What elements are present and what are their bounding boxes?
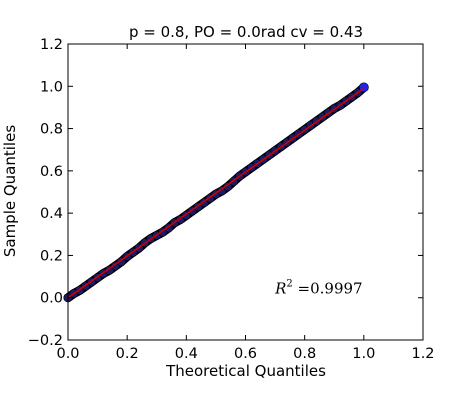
- y-tick-label: 0.0: [40, 291, 63, 307]
- r-symbol: R: [274, 279, 286, 297]
- chart-title: p = 0.8, PO = 0.0rad cv = 0.43: [129, 23, 363, 41]
- x-tick-label: 0.6: [234, 346, 257, 362]
- x-tick-label: 0.4: [175, 346, 198, 362]
- plot-area: [63, 82, 369, 303]
- y-tick-label: 1.2: [40, 37, 63, 53]
- y-tick-label: 0.2: [40, 248, 63, 264]
- x-tick-label: 1.2: [411, 346, 434, 362]
- fit-line: [67, 87, 365, 299]
- y-tick-label: 1.0: [40, 79, 63, 95]
- r-squared-value: =0.9997: [293, 279, 363, 297]
- y-axis-label: Sample Quantiles: [1, 125, 19, 257]
- axis-ticks: 0.0 0.2 0.4 0.6 0.8 1.0 1.2−0.20.00.20.40.60.8…: [28, 37, 435, 362]
- y-tick-label: 0.8: [40, 122, 63, 138]
- x-tick-label: 1.0: [352, 346, 375, 362]
- r-squared-annotation: R2 =0.9997: [274, 278, 363, 297]
- x-tick-label: 0.2: [116, 346, 139, 362]
- x-tick-label: 0.0: [56, 346, 79, 362]
- y-tick-label: 0.4: [40, 206, 63, 222]
- plot-frame: [67, 43, 424, 341]
- r-superscript: 2: [286, 278, 292, 289]
- x-tick-label: 0.8: [293, 346, 316, 362]
- y-tick-label: −0.2: [28, 333, 63, 349]
- y-tick-label: 0.6: [40, 164, 63, 180]
- x-axis-label: Theoretical Quantiles: [165, 362, 326, 380]
- data-point: [116, 257, 126, 267]
